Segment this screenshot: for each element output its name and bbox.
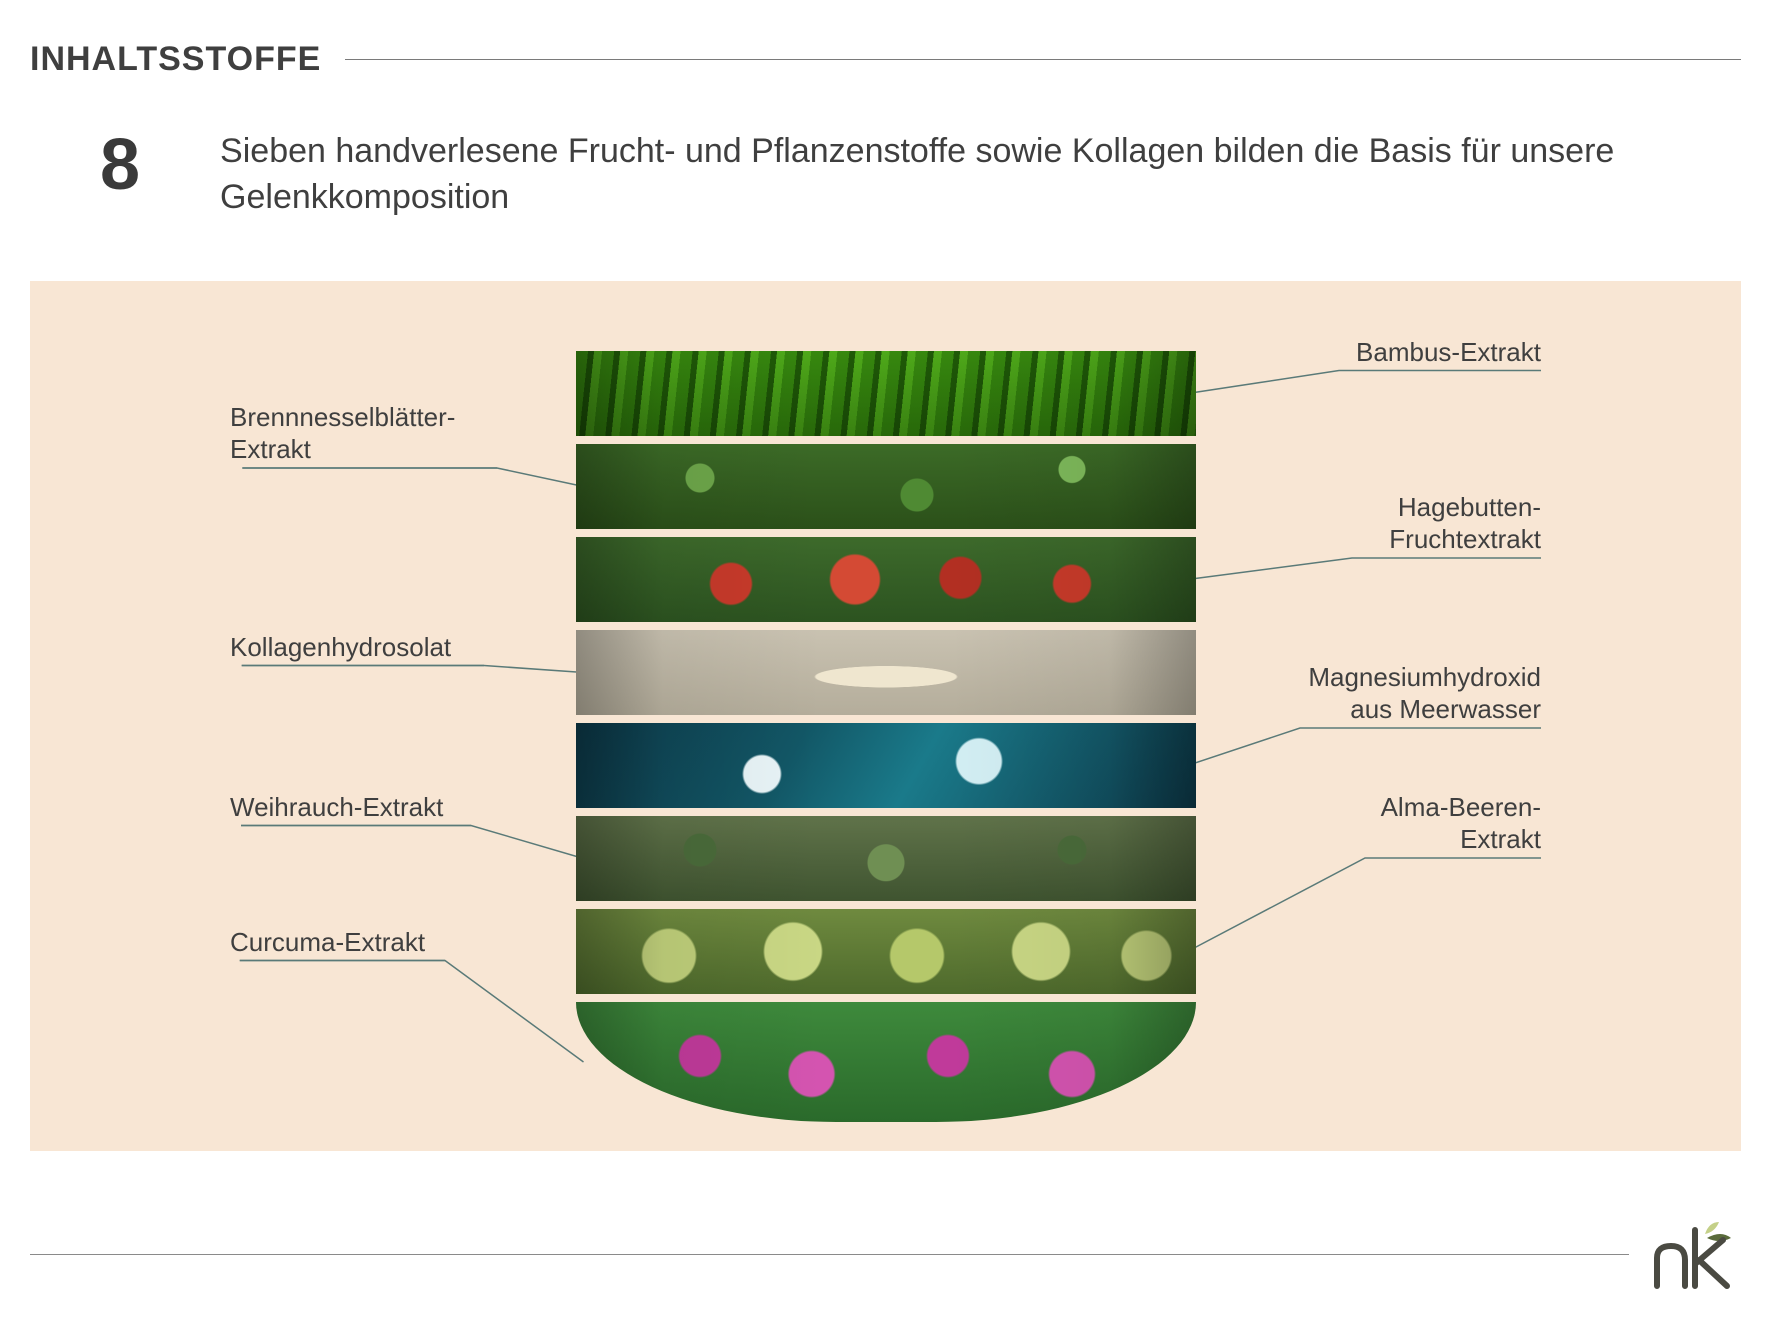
ingredient-label: Curcuma-Extrakt: [230, 926, 425, 959]
jar-layer-curcuma: [576, 1002, 1196, 1122]
ingredient-label: Weihrauch-Extrakt: [230, 791, 443, 824]
header-rule: [345, 59, 1741, 60]
ingredient-label: Hagebutten-Fruchtextrakt: [1389, 491, 1541, 556]
ingredient-label: Brennnesselblätter-Extrakt: [230, 401, 455, 466]
jar-layer-collagen: [576, 630, 1196, 715]
footer-rule: [30, 1254, 1629, 1255]
section-title: INHALTSSTOFFE: [30, 40, 321, 79]
intro-row: 8 Sieben handverlesene Frucht- und Pflan…: [0, 79, 1771, 261]
jar-layer-weihrauch: [576, 816, 1196, 901]
ingredient-label: Bambus-Extrakt: [1356, 336, 1541, 369]
jar-layer-bamboo: [576, 351, 1196, 436]
jar-layer-nettle: [576, 444, 1196, 529]
section-number: 8: [100, 129, 140, 201]
ingredient-label: Magnesiumhydroxidaus Meerwasser: [1308, 661, 1541, 726]
ingredients-panel: Brennnesselblätter-Extrakt Kollagenhydros…: [30, 281, 1741, 1151]
brand-logo: [1649, 1216, 1741, 1292]
ingredient-label: Alma-Beeren-Extrakt: [1381, 791, 1541, 856]
footer: [30, 1216, 1741, 1292]
jar-graphic: [576, 351, 1196, 1122]
header-row: INHALTSSTOFFE: [0, 0, 1771, 79]
jar-layer-rosehip: [576, 537, 1196, 622]
ingredient-label: Kollagenhydrosolat: [230, 631, 451, 664]
intro-text: Sieben handverlesene Frucht- und Pflanze…: [220, 129, 1620, 221]
jar-layer-seawater: [576, 723, 1196, 808]
jar-layer-amla: [576, 909, 1196, 994]
